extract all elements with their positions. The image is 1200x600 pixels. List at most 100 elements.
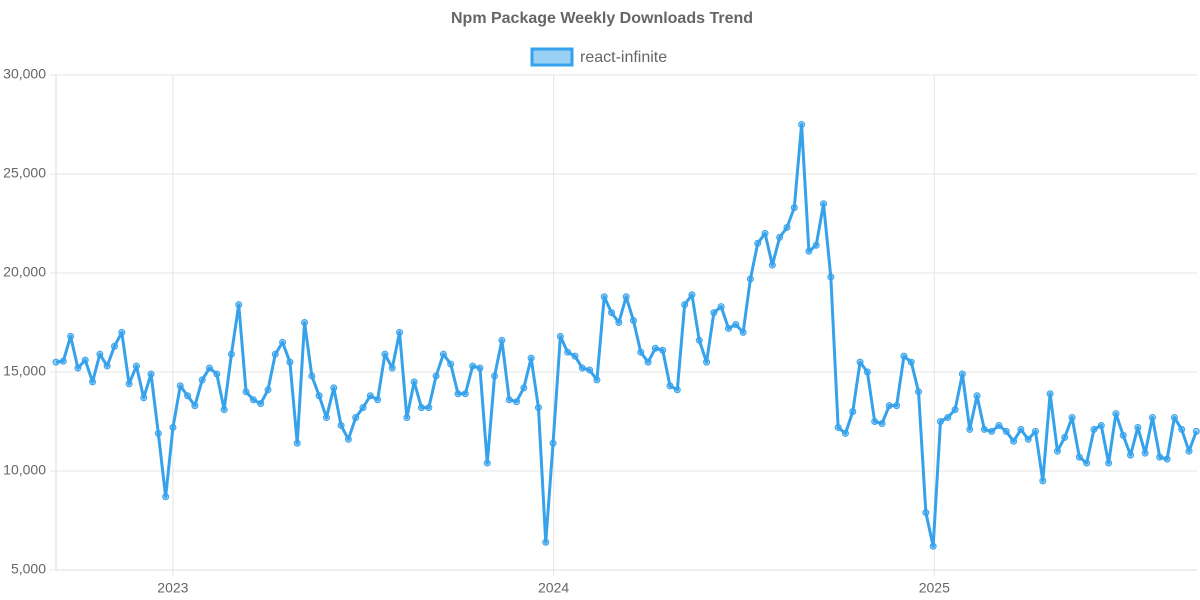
data-point: [1156, 453, 1164, 461]
data-point: [439, 350, 447, 358]
data-point: [469, 362, 477, 370]
x-tick-label: 2025: [919, 580, 950, 596]
data-point: [198, 376, 206, 384]
data-point: [973, 392, 981, 400]
data-point: [483, 459, 491, 467]
data-point: [301, 319, 309, 326]
data-point: [1185, 447, 1193, 455]
data-point: [849, 408, 857, 416]
data-point: [681, 301, 689, 309]
data-point: [96, 350, 104, 358]
data-point: [893, 402, 901, 410]
y-tick-label: 15,000: [3, 363, 46, 379]
data-point: [834, 423, 842, 431]
data-point: [140, 394, 148, 402]
data-point: [629, 317, 637, 325]
data-point: [600, 293, 608, 301]
data-point: [1017, 425, 1025, 433]
data-point: [988, 427, 996, 435]
data-point: [1097, 421, 1105, 429]
data-point: [739, 328, 747, 336]
data-point: [798, 121, 806, 128]
data-point: [615, 319, 623, 326]
data-point: [132, 362, 140, 370]
data-point: [805, 247, 813, 255]
data-point: [754, 239, 762, 247]
data-point: [293, 439, 301, 447]
data-point: [81, 356, 89, 364]
data-point: [936, 418, 944, 425]
data-point: [52, 358, 60, 366]
data-point: [586, 366, 594, 374]
data-point: [476, 364, 484, 372]
data-point: [491, 372, 499, 380]
data-point: [74, 364, 82, 372]
y-tick-label: 5,000: [11, 561, 46, 577]
legend-swatch: [530, 47, 574, 67]
data-point: [1039, 477, 1047, 485]
data-point: [366, 392, 374, 400]
data-point: [527, 354, 535, 362]
data-point: [513, 398, 521, 406]
data-point: [1083, 459, 1091, 467]
data-point: [1053, 447, 1061, 455]
data-point: [717, 303, 725, 311]
data-point: [308, 372, 316, 380]
data-point: [498, 336, 506, 344]
data-point: [863, 368, 871, 376]
data-point: [447, 360, 455, 368]
data-point: [995, 421, 1003, 429]
data-point: [315, 392, 323, 400]
data-point: [264, 386, 272, 394]
data-point: [907, 358, 915, 366]
data-point: [922, 509, 930, 517]
data-point: [1141, 449, 1149, 457]
data-point: [425, 404, 433, 412]
data-point: [790, 204, 798, 212]
data-point: [732, 320, 740, 328]
data-point: [249, 396, 257, 404]
data-point: [59, 357, 67, 365]
chart-title: Npm Package Weekly Downloads Trend: [451, 10, 753, 27]
x-tick-label: 2024: [538, 580, 569, 596]
data-point: [206, 364, 214, 372]
data-point: [89, 378, 97, 386]
data-point: [359, 404, 367, 412]
data-point: [1090, 425, 1098, 433]
data-point: [958, 370, 966, 378]
data-point: [622, 293, 630, 301]
data-point: [125, 380, 133, 388]
data-point: [534, 404, 542, 412]
data-point: [403, 414, 411, 422]
data-point: [505, 396, 513, 404]
data-point: [279, 338, 287, 346]
data-point: [703, 358, 711, 366]
data-point: [67, 332, 75, 340]
data-point: [644, 358, 652, 366]
data-point: [184, 392, 192, 400]
data-point: [856, 358, 864, 366]
data-point: [352, 414, 360, 422]
data-point: [966, 425, 974, 433]
data-point: [564, 348, 572, 356]
data-point: [944, 414, 952, 422]
data-point: [374, 396, 382, 404]
data-point: [688, 291, 696, 299]
data-point: [388, 364, 396, 372]
data-point: [885, 402, 893, 410]
data-point: [322, 414, 330, 422]
data-point: [556, 332, 564, 340]
data-point: [542, 538, 550, 546]
data-point: [271, 350, 279, 358]
data-point: [337, 421, 345, 429]
data-point: [1148, 414, 1156, 422]
data-point: [571, 352, 579, 360]
data-point: [154, 429, 162, 437]
data-point: [549, 439, 557, 447]
data-point: [227, 350, 235, 358]
data-point: [1032, 427, 1040, 435]
data-point: [710, 309, 718, 317]
data-point: [381, 350, 389, 358]
data-point: [915, 388, 923, 396]
y-tick-label: 30,000: [3, 66, 46, 82]
